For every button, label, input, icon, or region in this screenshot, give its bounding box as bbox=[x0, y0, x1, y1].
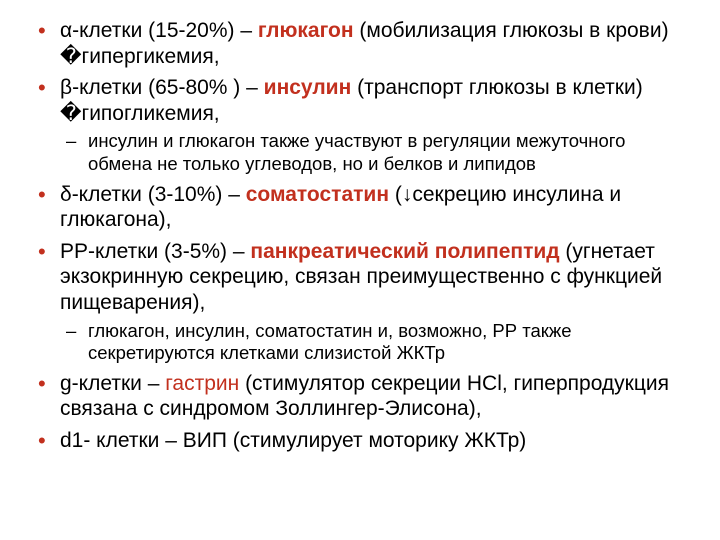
text-pre: β-клетки (65-80% ) – bbox=[60, 76, 264, 99]
list-item: g-клетки – гастрин (стимулятор секреции … bbox=[30, 371, 690, 422]
list-item: δ-клетки (3-10%) – соматостатин (↓секрец… bbox=[30, 182, 690, 233]
text-pre: δ-клетки (3-10%) – bbox=[60, 183, 246, 206]
red-word: гастрин bbox=[165, 372, 239, 395]
slide: α-клетки (15-20%) – глюкагон (мобилизаци… bbox=[0, 0, 720, 540]
text-tail: гипергикемия, bbox=[82, 45, 220, 68]
text-pre: α-клетки (15-20%) – bbox=[60, 19, 258, 42]
highlight-word: глюкагон bbox=[258, 19, 354, 42]
list-item: РР-клетки (3-5%) – панкреатический полип… bbox=[30, 239, 690, 365]
text-pre: РР-клетки (3-5%) – bbox=[60, 240, 250, 263]
list-item: β-клетки (65-80% ) – инсулин (транспорт … bbox=[30, 75, 690, 175]
bullet-list: α-клетки (15-20%) – глюкагон (мобилизаци… bbox=[30, 18, 690, 454]
text-pre: g-клетки – bbox=[60, 372, 165, 395]
highlight-word: соматостатин bbox=[246, 183, 389, 206]
highlight-word: панкреатический полипептид bbox=[250, 240, 559, 263]
placeholder-glyph: � bbox=[60, 45, 82, 68]
text-post: (мобилизация глюкозы в крови) bbox=[354, 19, 669, 42]
sub-list: глюкагон, инсулин, соматостатин и, возмо… bbox=[60, 320, 690, 365]
text-tail: гипогликемия, bbox=[82, 102, 220, 125]
sub-list: инсулин и глюкагон также участвуют в рег… bbox=[60, 130, 690, 175]
sub-text: глюкагон, инсулин, соматостатин и, возмо… bbox=[88, 320, 572, 364]
highlight-word: инсулин bbox=[264, 76, 352, 99]
sub-list-item: инсулин и глюкагон также участвуют в рег… bbox=[60, 130, 690, 175]
list-item: d1- клетки – ВИП (стимулирует моторику Ж… bbox=[30, 428, 690, 454]
text-pre: d1- клетки – ВИП (стимулирует моторику Ж… bbox=[60, 429, 526, 452]
text-post: (транспорт глюкозы в клетки) bbox=[351, 76, 642, 99]
sub-text: инсулин и глюкагон также участвуют в рег… bbox=[88, 130, 625, 174]
sub-list-item: глюкагон, инсулин, соматостатин и, возмо… bbox=[60, 320, 690, 365]
placeholder-glyph: � bbox=[60, 102, 82, 125]
list-item: α-клетки (15-20%) – глюкагон (мобилизаци… bbox=[30, 18, 690, 69]
